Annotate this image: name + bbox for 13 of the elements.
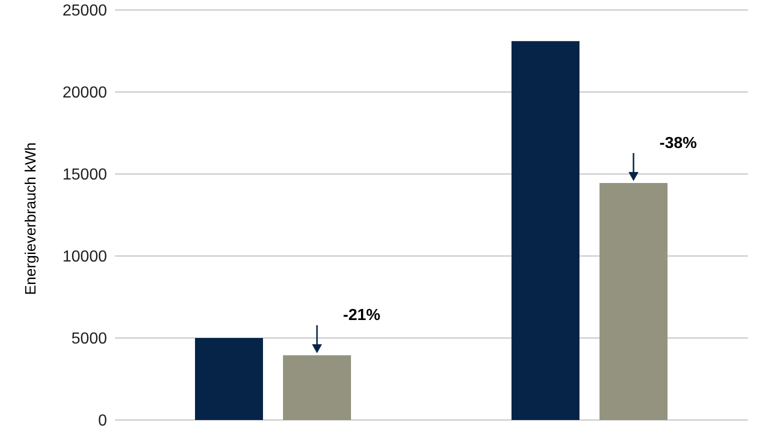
y-tick-label: 5000 xyxy=(71,330,108,348)
bar xyxy=(512,41,580,420)
y-tick-label: 0 xyxy=(98,412,108,430)
bar xyxy=(195,338,263,420)
y-tick-label: 25000 xyxy=(62,2,108,20)
y-tick-label: 10000 xyxy=(62,248,108,266)
bar xyxy=(283,355,351,420)
annotation: -21% xyxy=(343,307,380,324)
annotation: -38% xyxy=(660,135,697,152)
bar xyxy=(600,183,668,420)
y-axis-title: Energieverbrauch kWh xyxy=(22,142,40,295)
y-tick-label: 15000 xyxy=(62,166,108,184)
y-tick-label: 20000 xyxy=(62,84,108,102)
